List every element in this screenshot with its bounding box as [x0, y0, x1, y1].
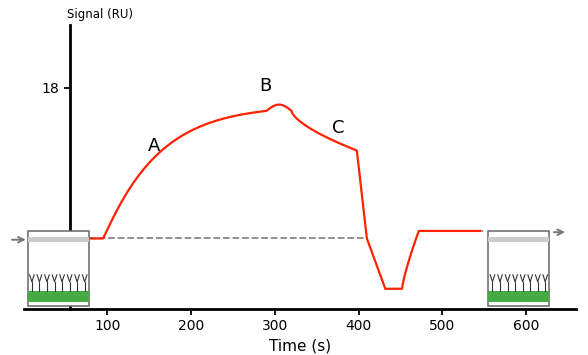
Text: C: C [332, 119, 344, 137]
X-axis label: Time (s): Time (s) [269, 339, 331, 354]
Bar [488, 291, 549, 302]
Text: A: A [148, 137, 160, 154]
Bar [28, 237, 89, 242]
Bar [28, 291, 89, 302]
Text: Signal (RU): Signal (RU) [67, 8, 133, 21]
Bar [488, 237, 549, 242]
Text: B: B [260, 77, 272, 95]
Bar [488, 231, 549, 306]
Bar [28, 231, 89, 306]
